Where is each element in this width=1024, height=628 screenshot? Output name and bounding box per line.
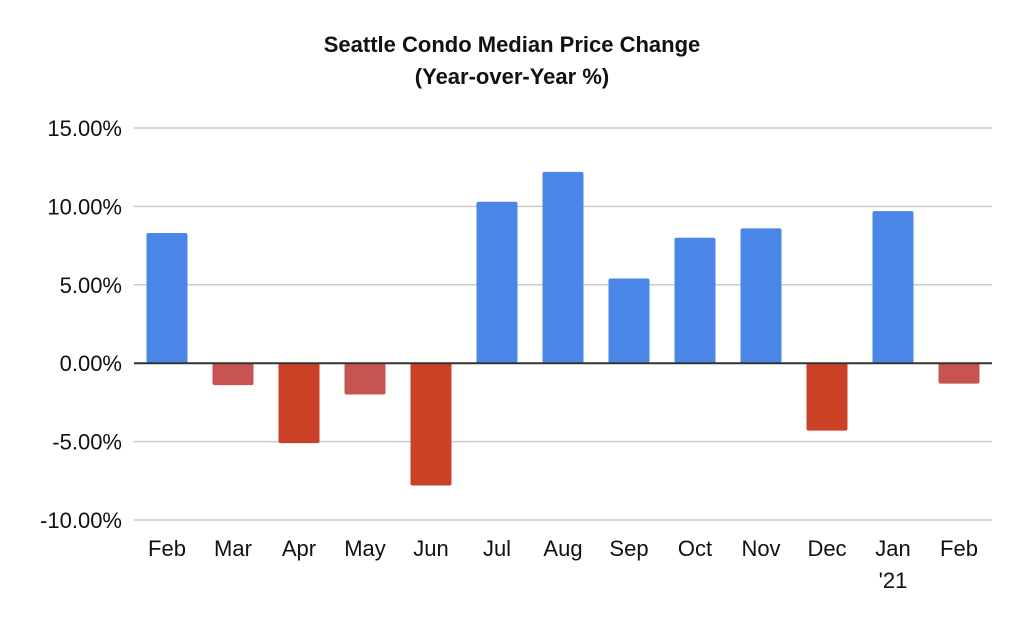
y-tick-label: 10.00% (47, 194, 122, 219)
y-tick-label: 5.00% (60, 273, 122, 298)
x-tick-label: Sep (609, 536, 648, 561)
bar (212, 363, 254, 386)
x-tick-label: Dec (807, 536, 846, 561)
bar (410, 363, 452, 486)
bar (344, 363, 386, 395)
x-tick-label: Nov (741, 536, 780, 561)
x-tick-label: Feb (940, 536, 978, 561)
chart-subtitle: (Year-over-Year %) (415, 64, 609, 89)
x-tick-label: Oct (678, 536, 712, 561)
bar (476, 201, 518, 364)
x-tick-label: Jan '21 (875, 536, 910, 593)
x-tick-label: May (344, 536, 386, 561)
y-tick-label: -5.00% (52, 430, 122, 455)
bars (146, 171, 980, 486)
bar (740, 228, 782, 364)
bar (806, 363, 848, 431)
x-tick-label: Feb (148, 536, 186, 561)
y-tick-label: 0.00% (60, 351, 122, 376)
bar (608, 278, 650, 364)
y-tick-label: 15.00% (47, 116, 122, 141)
x-tick-label: Jun (413, 536, 448, 561)
bar (146, 233, 188, 364)
x-tick-label: Jul (483, 536, 511, 561)
y-axis-ticks: 15.00% 10.00% 5.00% 0.00% -5.00% -10.00% (40, 116, 122, 533)
bar (278, 363, 320, 444)
x-axis-ticks: Feb Mar Apr May Jun Jul Aug Sep Oct Nov Dec Jan '21 F… (148, 536, 978, 593)
y-tick-label: -10.00% (40, 508, 122, 533)
x-tick-label: Apr (282, 536, 316, 561)
x-tick-label: Mar (214, 536, 252, 561)
bar (674, 237, 716, 364)
bar (938, 363, 980, 384)
x-tick-label: Aug (543, 536, 582, 561)
bar (542, 171, 584, 364)
bar (872, 211, 914, 364)
chart-title: Seattle Condo Median Price Change (324, 32, 701, 57)
